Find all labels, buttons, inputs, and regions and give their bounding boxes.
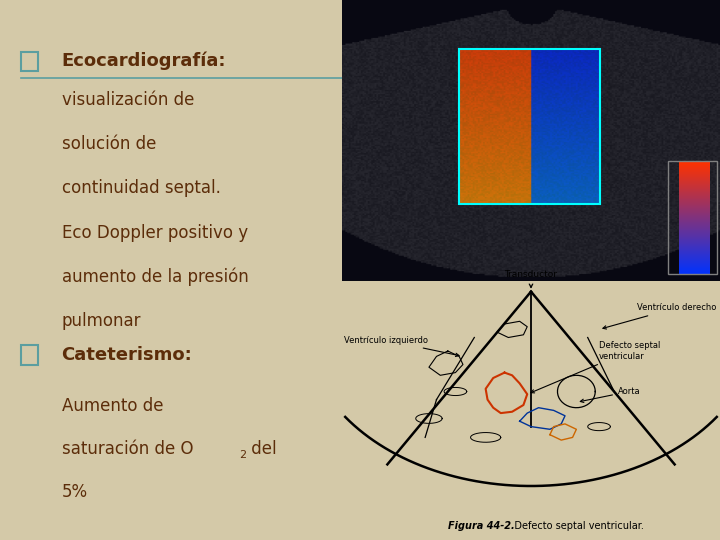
Bar	[459, 49, 600, 204]
Text: saturación de O: saturación de O	[61, 440, 193, 458]
Bar	[20, 52, 38, 71]
Text: Ventrículo derecho: Ventrículo derecho	[603, 303, 716, 329]
Text: pulmonar: pulmonar	[61, 312, 141, 330]
Text: 2: 2	[239, 450, 246, 460]
Bar	[20, 345, 38, 364]
Text: aumento de la presión: aumento de la presión	[61, 268, 248, 286]
Text: Cateterismo:: Cateterismo:	[61, 346, 192, 364]
Text: Ventrículo izquierdo: Ventrículo izquierdo	[344, 336, 459, 356]
Text: continuidad septal.: continuidad septal.	[61, 179, 220, 198]
Text: Transductor: Transductor	[505, 271, 557, 288]
Text: solución de: solución de	[61, 135, 156, 153]
Text: Aumento de: Aumento de	[61, 397, 163, 415]
Text: Aorta: Aorta	[580, 387, 641, 402]
Text: Ecocardiografía:: Ecocardiografía:	[61, 52, 226, 70]
Text: Figura 44-2.: Figura 44-2.	[448, 521, 515, 530]
Text: Defecto septal
ventricular: Defecto septal ventricular	[531, 341, 660, 393]
Text: visualización de: visualización de	[61, 91, 194, 109]
Bar	[668, 161, 716, 274]
Text: Defecto septal ventricular.: Defecto septal ventricular.	[505, 521, 644, 530]
Text: 5%: 5%	[61, 483, 88, 502]
Text: del: del	[246, 440, 276, 458]
Text: Eco Doppler positivo y: Eco Doppler positivo y	[61, 224, 248, 242]
